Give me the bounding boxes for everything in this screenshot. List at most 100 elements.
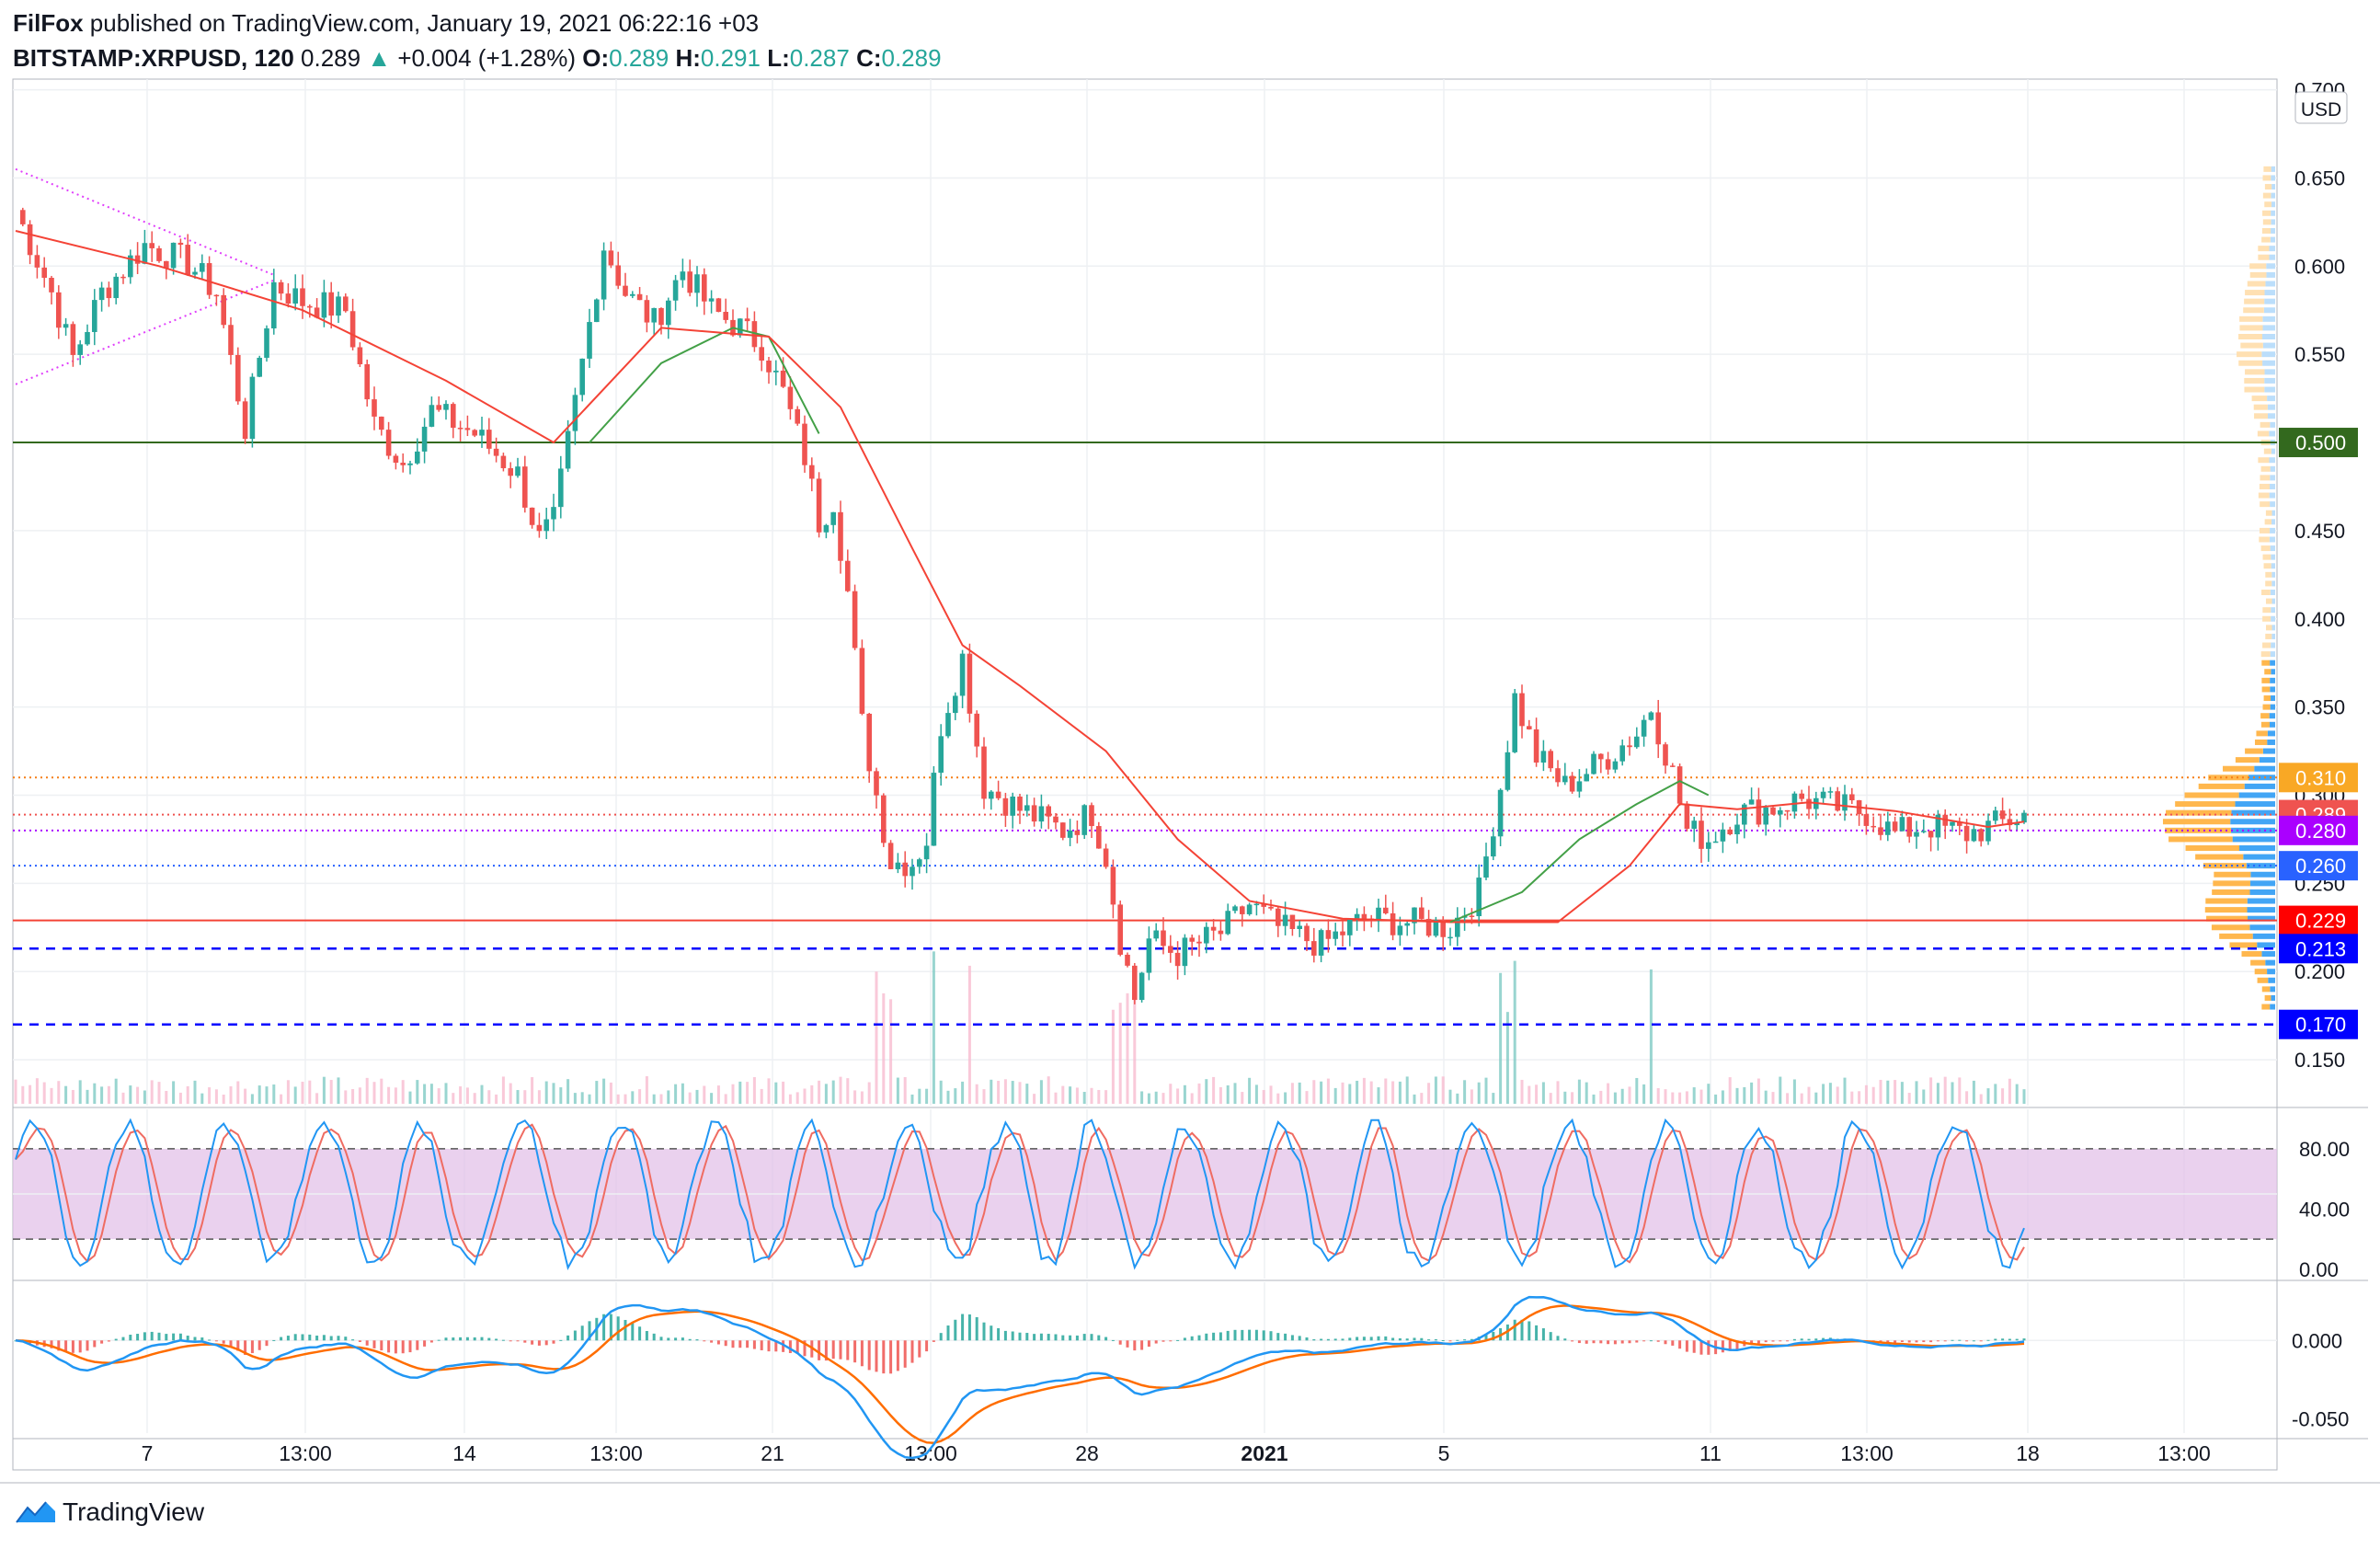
volume-bar bbox=[1707, 1084, 1711, 1104]
macd-histogram-bar bbox=[795, 1340, 799, 1354]
volume-bar bbox=[1011, 1081, 1014, 1104]
volume-bar bbox=[1284, 1092, 1287, 1104]
volume-profile-bar-down bbox=[2264, 669, 2271, 675]
volume-bar bbox=[638, 1089, 642, 1104]
macd-histogram-bar bbox=[1384, 1336, 1388, 1341]
volume-bar bbox=[21, 1085, 25, 1104]
volume-profile-bar-down bbox=[2241, 951, 2262, 958]
volume-bar bbox=[1685, 1091, 1688, 1104]
ma-slow-line bbox=[15, 230, 2025, 924]
volume-bar bbox=[1161, 1093, 1165, 1104]
candle-body bbox=[1899, 817, 1905, 832]
candle-body bbox=[1347, 919, 1353, 935]
volume-bar bbox=[437, 1088, 441, 1104]
candle-body bbox=[787, 386, 794, 409]
volume-bar bbox=[1628, 1086, 1631, 1104]
candle-body bbox=[292, 288, 298, 304]
author-name[interactable]: FilFox bbox=[13, 9, 84, 37]
macd-histogram-bar bbox=[831, 1340, 835, 1360]
volume-bar bbox=[925, 1088, 929, 1104]
volume-profile-bar-down bbox=[2223, 765, 2255, 772]
volume-profile-bar-down bbox=[2195, 854, 2244, 860]
candle-body bbox=[1985, 820, 1991, 842]
volume-bar bbox=[1664, 1089, 1667, 1104]
y-tick-label: 0.400 bbox=[2294, 608, 2345, 631]
macd-histogram-bar bbox=[193, 1337, 197, 1341]
candle-body bbox=[1648, 712, 1654, 720]
volume-profile-bar-up bbox=[2262, 360, 2275, 366]
volume-bar bbox=[1183, 1084, 1186, 1104]
macd-histogram-bar bbox=[1047, 1334, 1050, 1341]
macd-histogram-bar bbox=[372, 1340, 376, 1348]
volume-bar bbox=[121, 1092, 125, 1104]
volume-profile-bar-down bbox=[2257, 977, 2269, 983]
macd-histogram-bar bbox=[946, 1325, 950, 1341]
volume-bar bbox=[1735, 1087, 1739, 1104]
candle-body bbox=[213, 294, 220, 297]
candle-body bbox=[385, 430, 392, 456]
volume-bar bbox=[1528, 1085, 1531, 1104]
ma-fast-line bbox=[1449, 779, 1710, 924]
candle-body bbox=[1218, 930, 1224, 935]
candle-body bbox=[1425, 918, 1432, 936]
volume-bar bbox=[1843, 1077, 1847, 1104]
volume-bar bbox=[602, 1078, 606, 1104]
macd-histogram-bar bbox=[875, 1340, 878, 1372]
candle-body bbox=[1512, 693, 1517, 752]
volume-bar bbox=[1571, 1092, 1574, 1104]
candle-body bbox=[780, 370, 786, 387]
macd-histogram-bar bbox=[2022, 1338, 2026, 1341]
macd-histogram-bar bbox=[1018, 1332, 1022, 1341]
volume-profile-bar-up bbox=[2246, 863, 2275, 869]
candle-body bbox=[1261, 903, 1266, 907]
volume-profile-bar-up bbox=[2271, 633, 2275, 639]
candle-body bbox=[672, 280, 679, 301]
volume-profile-bar-up bbox=[2269, 713, 2275, 719]
macd-histogram-bar bbox=[208, 1339, 212, 1341]
volume-bar bbox=[939, 1080, 943, 1104]
volume-profile-bar-down bbox=[2257, 430, 2270, 437]
candle-body bbox=[1720, 829, 1726, 842]
tradingview-logo[interactable]: TradingView bbox=[15, 1497, 204, 1527]
volume-profile-bar-down bbox=[2204, 907, 2248, 913]
volume-profile-bar-down bbox=[2166, 809, 2232, 816]
macd-histogram-bar bbox=[358, 1340, 361, 1342]
volume-bar bbox=[1054, 1092, 1058, 1104]
candle-body bbox=[938, 736, 944, 774]
volume-bar bbox=[1807, 1086, 1811, 1104]
volume-bar bbox=[387, 1086, 391, 1104]
macd-histogram-bar bbox=[602, 1314, 606, 1341]
candle-body bbox=[522, 466, 528, 508]
macd-histogram-bar bbox=[631, 1323, 635, 1341]
macd-histogram-bar bbox=[716, 1340, 720, 1345]
candle-body bbox=[1404, 923, 1410, 926]
y-tick-label: -0.050 bbox=[2292, 1407, 2349, 1430]
candle-body bbox=[1655, 712, 1661, 745]
candle-body bbox=[300, 288, 305, 306]
y-tick-label: 0.550 bbox=[2294, 343, 2345, 366]
macd-histogram-bar bbox=[516, 1340, 520, 1342]
macd-histogram-bar bbox=[143, 1332, 146, 1341]
price-tag-label: 0.500 bbox=[2295, 431, 2346, 454]
candle-body bbox=[443, 404, 449, 410]
candle-body bbox=[451, 404, 456, 429]
volume-profile-bar-up bbox=[2271, 175, 2275, 181]
symbol-label[interactable]: BITSTAMP:XRPUSD, 120 bbox=[13, 44, 294, 72]
candle-body bbox=[601, 250, 607, 300]
volume-bar bbox=[1427, 1083, 1431, 1104]
volume-profile-bar-down bbox=[2262, 615, 2271, 622]
candle-body bbox=[945, 713, 951, 737]
volume-bar bbox=[731, 1084, 735, 1104]
macd-histogram-bar bbox=[1728, 1340, 1732, 1351]
candle-body bbox=[464, 428, 471, 430]
macd-histogram-bar bbox=[1915, 1340, 1918, 1343]
volume-bar bbox=[738, 1081, 742, 1104]
macd-histogram-bar bbox=[1262, 1330, 1265, 1341]
candle-body bbox=[393, 455, 399, 464]
candle-body bbox=[2007, 819, 2013, 826]
volume-bar bbox=[1018, 1082, 1022, 1104]
high-label: H: bbox=[675, 44, 701, 72]
volume-profile-bar-up bbox=[2271, 184, 2275, 190]
candle-body bbox=[1225, 911, 1230, 935]
